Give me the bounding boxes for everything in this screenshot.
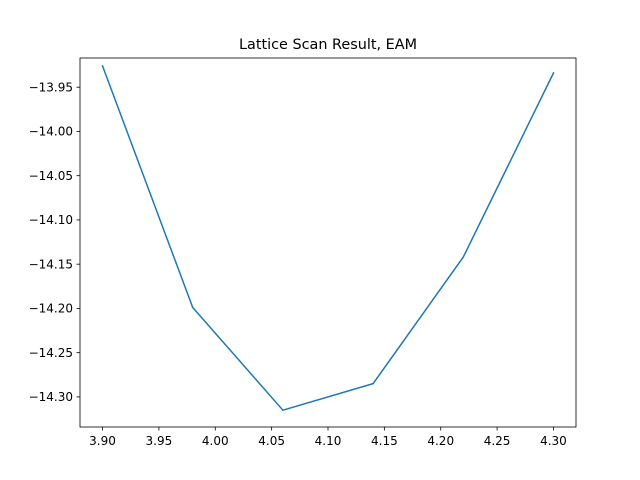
plot-area	[101, 64, 555, 411]
y-tick-label: −14.20	[29, 302, 73, 316]
y-tick-label: −14.25	[29, 346, 73, 360]
data-point	[462, 256, 465, 258]
x-tick-label: 4.00	[202, 434, 229, 448]
data-point	[101, 65, 104, 67]
x-tick-label: 4.15	[371, 434, 398, 448]
x-tick-label: 4.25	[484, 434, 511, 448]
y-tick-label: −14.10	[29, 213, 73, 227]
chart-title: Lattice Scan Result, EAM	[239, 37, 417, 53]
x-tick-label: 3.90	[89, 434, 116, 448]
x-axis: 3.90 3.95 4.00 4.05 4.10 4.15 4.20 4.25 4.30	[89, 427, 567, 448]
x-tick-label: 4.20	[427, 434, 454, 448]
data-point	[372, 382, 374, 385]
data-point	[282, 409, 284, 411]
data-point	[552, 72, 555, 74]
series-line	[101, 64, 555, 411]
y-axis: −13.95 −14.00 −14.05 −14.10 −14.15 −14.20 −14.…	[29, 81, 80, 404]
x-tick-label: 4.10	[315, 434, 342, 448]
y-tick-label: −14.05	[29, 169, 73, 183]
x-tick-label: 3.95	[146, 434, 173, 448]
x-tick-label: 4.30	[540, 434, 567, 448]
y-tick-label: −13.95	[29, 81, 73, 95]
axes-frame	[79, 57, 577, 428]
x-tick-label: 4.05	[258, 434, 285, 448]
y-tick-label: −14.15	[29, 257, 73, 271]
y-tick-label: −14.00	[29, 125, 73, 139]
y-tick-label: −14.30	[29, 390, 73, 404]
data-point	[191, 306, 194, 309]
